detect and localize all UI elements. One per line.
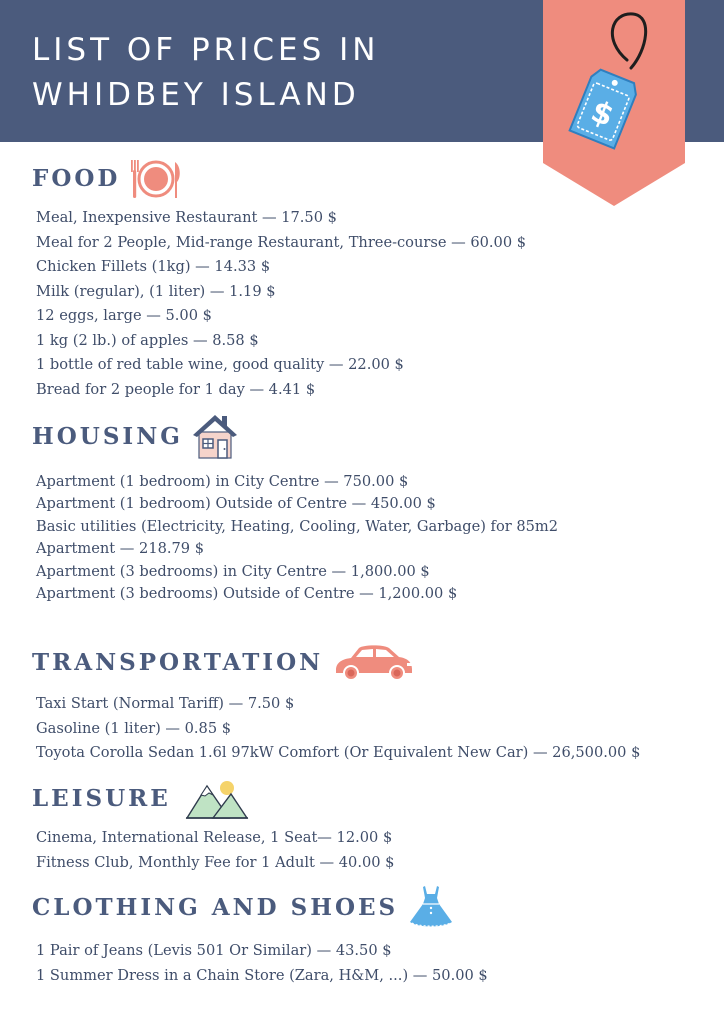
housing-price-list: Apartment (1 bedroom) in City Centre — 7… bbox=[36, 471, 558, 605]
list-item: 12 eggs, large — 5.00 $ bbox=[36, 307, 212, 324]
list-item: Fitness Club, Monthly Fee for 1 Adult — … bbox=[36, 853, 395, 871]
list-item: Basic utilities (Electricity, Heating, C… bbox=[36, 517, 559, 535]
list-item: Toyota Corolla Sedan 1.6l 97kW Comfort (… bbox=[36, 744, 641, 761]
list-item: Meal, Inexpensive Restaurant — 17.50 $ bbox=[36, 209, 337, 226]
food-price-list: Meal, Inexpensive Restaurant — 17.50 $ M… bbox=[36, 206, 526, 402]
price-tag-icon: $ bbox=[568, 12, 648, 150]
section-food-header: FOOD bbox=[32, 156, 182, 200]
section-title-transportation: TRANSPORTATION bbox=[32, 648, 324, 676]
section-title-food: FOOD bbox=[32, 164, 121, 192]
section-transportation-header: TRANSPORTATION bbox=[32, 642, 415, 682]
list-item: Apartment — 218.79 $ bbox=[36, 540, 205, 558]
list-item: 1 kg (2 lb.) of apples — 8.58 $ bbox=[36, 331, 259, 349]
list-item: Bread for 2 people for 1 day — 4.41 $ bbox=[36, 380, 316, 398]
list-item: Apartment (1 bedroom) in City Centre — 7… bbox=[36, 473, 409, 490]
section-leisure-header: LEISURE bbox=[32, 776, 249, 820]
list-item: 1 bottle of red table wine, good quality… bbox=[36, 356, 404, 373]
section-housing-header: HOUSING bbox=[32, 412, 237, 460]
list-item: Apartment (3 bedrooms) Outside of Centre… bbox=[36, 585, 458, 603]
house-icon bbox=[192, 415, 237, 459]
clothing-price-list: 1 Pair of Jeans (Levis 501 Or Similar) —… bbox=[36, 939, 488, 988]
section-title-clothing: CLOTHING AND SHOES bbox=[32, 893, 399, 921]
list-item: Milk (regular), (1 liter) — 1.19 $ bbox=[36, 282, 276, 300]
list-item: Meal for 2 People, Mid-range Restaurant,… bbox=[36, 233, 527, 251]
car-icon bbox=[336, 645, 413, 681]
list-item: Taxi Start (Normal Tariff) — 7.50 $ bbox=[36, 695, 295, 712]
mountain-icon bbox=[185, 781, 249, 819]
plate-cutlery-icon bbox=[131, 160, 181, 198]
dress-icon bbox=[410, 886, 453, 927]
price-tag-banner: $ bbox=[543, 0, 685, 206]
section-title-housing: HOUSING bbox=[32, 422, 183, 450]
list-item: Chicken Fillets (1kg) — 14.33 $ bbox=[36, 258, 271, 275]
list-item: Cinema, International Release, 1 Seat— 1… bbox=[36, 829, 393, 846]
page-title: LIST OF PRICES IN WHIDBEY ISLAND bbox=[32, 32, 380, 113]
list-item: Gasoline (1 liter) — 0.85 $ bbox=[36, 719, 232, 737]
leisure-price-list: Cinema, International Release, 1 Seat— 1… bbox=[36, 826, 394, 875]
section-title-leisure: LEISURE bbox=[32, 784, 171, 812]
list-item: Apartment (3 bedrooms) in City Centre — … bbox=[36, 562, 430, 580]
transportation-price-list: Taxi Start (Normal Tariff) — 7.50 $ Gaso… bbox=[36, 692, 640, 766]
list-item: 1 Summer Dress in a Chain Store (Zara, H… bbox=[36, 966, 488, 984]
section-clothing-header: CLOTHING AND SHOES bbox=[32, 884, 454, 930]
list-item: Apartment (1 bedroom) Outside of Centre … bbox=[36, 495, 436, 513]
list-item: 1 Pair of Jeans (Levis 501 Or Similar) —… bbox=[36, 942, 392, 959]
